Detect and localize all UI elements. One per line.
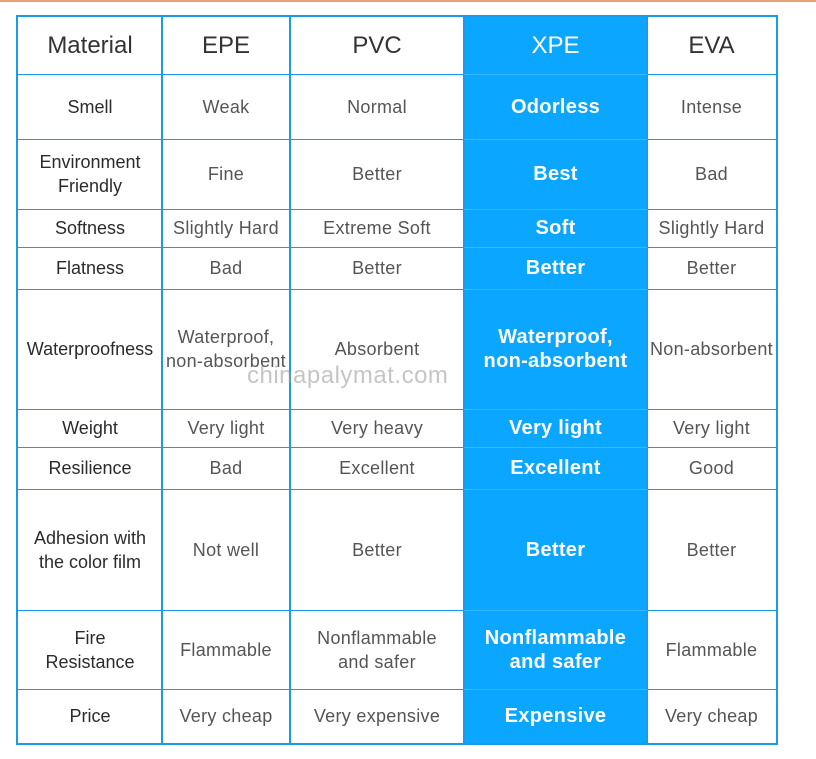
column-divider xyxy=(646,17,648,743)
row-divider xyxy=(464,610,647,611)
cell-epe: Very light xyxy=(187,418,265,438)
cell-xpe: Very light xyxy=(508,417,603,439)
material-comparison-table: Material EPE PVC XPE EVA Smell Weak Normal Odorl… xyxy=(16,15,778,745)
row-label: Price xyxy=(69,706,111,726)
cell-eva: Good xyxy=(688,458,735,478)
row-divider xyxy=(647,74,776,75)
column-header-eva: EVA xyxy=(688,31,735,59)
row-divider xyxy=(18,689,464,690)
cell-pvc: Excellent xyxy=(339,458,415,478)
cell-xpe: Nonflammable and safer xyxy=(484,626,627,673)
cell-xpe: Expensive xyxy=(504,705,607,727)
row-divider xyxy=(18,209,464,210)
cell-epe: Not well xyxy=(192,539,260,560)
cell-eva: Slightly Hard xyxy=(658,218,765,238)
row-divider xyxy=(18,409,464,410)
column-header-material: Material xyxy=(47,31,133,59)
column-divider xyxy=(289,17,291,743)
row-divider xyxy=(647,409,776,410)
table-grid: Material EPE PVC XPE EVA Smell Weak Normal Odorl… xyxy=(18,17,776,743)
row-divider xyxy=(464,74,647,75)
cell-epe: Slightly Hard xyxy=(173,218,279,238)
cell-eva: Very light xyxy=(672,418,751,438)
row-label: Flatness xyxy=(55,258,125,278)
cell-pvc: Nonflammable and safer xyxy=(317,627,437,672)
column-header-epe: EPE xyxy=(201,31,251,59)
cell-epe: Bad xyxy=(209,458,243,478)
row-divider xyxy=(464,447,647,448)
cell-eva: Bad xyxy=(695,164,728,184)
cell-epe: Very cheap xyxy=(179,706,273,726)
cell-xpe: Odorless xyxy=(510,95,601,118)
row-label: Environment Friendly xyxy=(39,152,141,196)
cell-epe: Fine xyxy=(207,164,245,184)
cell-epe: Bad xyxy=(209,258,243,278)
column-divider xyxy=(463,17,465,743)
cell-eva: Very cheap xyxy=(664,706,759,726)
row-label: Fire Resistance xyxy=(45,627,135,672)
row-divider xyxy=(464,409,647,410)
cell-epe: Flammable xyxy=(180,639,272,660)
cell-xpe: Better xyxy=(525,257,586,279)
row-divider xyxy=(18,610,464,611)
watermark: chinapalymat.com xyxy=(247,362,449,389)
cell-pvc: Better xyxy=(352,164,402,184)
row-label: Smell xyxy=(67,96,113,117)
top-accent-rule xyxy=(0,0,816,2)
row-label: Weight xyxy=(62,418,118,438)
cell-pvc: Normal xyxy=(347,96,407,117)
cell-pvc: Very heavy xyxy=(330,418,424,438)
row-divider xyxy=(647,139,776,140)
column-divider xyxy=(161,17,163,743)
cell-epe: Weak xyxy=(202,96,250,117)
row-divider xyxy=(18,289,464,290)
column-header-pvc: PVC xyxy=(352,31,402,59)
cell-xpe: Excellent xyxy=(510,457,601,479)
xpe-highlight-column xyxy=(464,17,647,743)
cell-xpe: Waterproof, non-absorbent xyxy=(483,326,628,372)
row-divider xyxy=(647,689,776,690)
row-divider xyxy=(647,610,776,611)
row-divider xyxy=(18,139,464,140)
row-divider xyxy=(18,247,464,248)
row-divider xyxy=(647,247,776,248)
row-label: Resilience xyxy=(48,458,132,478)
row-divider xyxy=(647,209,776,210)
cell-eva: Better xyxy=(686,258,737,278)
row-divider xyxy=(464,209,647,210)
row-divider xyxy=(464,289,647,290)
cell-eva: Intense xyxy=(680,96,743,117)
row-divider xyxy=(647,447,776,448)
cell-pvc: Absorbent xyxy=(334,339,420,359)
cell-xpe: Best xyxy=(533,163,578,185)
row-divider xyxy=(18,447,464,448)
row-divider xyxy=(647,489,776,490)
cell-eva: Non-absorbent xyxy=(650,339,773,359)
cell-pvc: Better xyxy=(352,539,402,560)
cell-pvc: Better xyxy=(352,258,402,278)
cell-xpe: Soft xyxy=(535,217,576,239)
row-label: Softness xyxy=(54,218,126,238)
row-divider xyxy=(647,289,776,290)
row-label: Adhesion with the color film xyxy=(33,527,147,572)
cell-pvc: Extreme Soft xyxy=(323,218,431,238)
cell-xpe: Better xyxy=(525,538,586,561)
cell-eva: Better xyxy=(686,539,737,560)
row-divider xyxy=(464,689,647,690)
row-divider xyxy=(464,139,647,140)
cell-epe: Waterproof, non-absorbent xyxy=(166,327,286,371)
row-divider xyxy=(464,247,647,248)
cell-eva: Flammable xyxy=(665,639,758,660)
cell-pvc: Very expensive xyxy=(313,706,441,726)
row-label: Waterproofness xyxy=(26,339,154,359)
row-divider xyxy=(18,489,464,490)
row-divider xyxy=(464,489,647,490)
row-divider xyxy=(18,74,464,75)
column-header-xpe: XPE xyxy=(531,31,580,59)
